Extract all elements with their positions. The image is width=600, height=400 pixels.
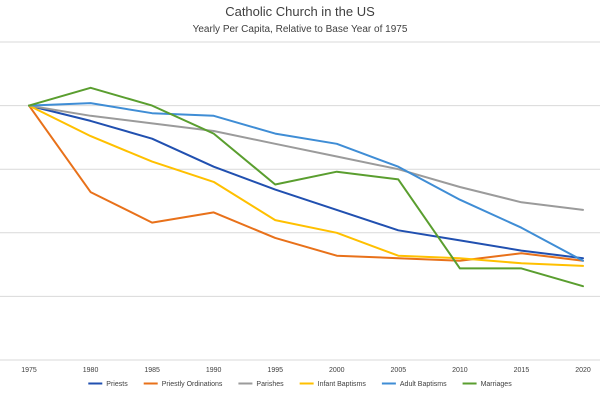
legend-label-marriages: Marriages (481, 381, 513, 388)
x-tick-label: 2015 (514, 367, 530, 374)
series-line-parishes (28, 104, 584, 211)
x-tick-label: 1980 (83, 367, 99, 374)
x-tick-label: 2005 (391, 367, 407, 374)
series-line-priestly-ordinations (28, 104, 584, 262)
legend-label-adult-baptisms: Adult Baptisms (400, 381, 447, 388)
x-tick-label: 2010 (452, 367, 468, 374)
legend-label-priestly-ordinations: Priestly Ordinations (162, 381, 223, 388)
x-tick-label: 2020 (575, 367, 591, 374)
series-line-adult-baptisms (28, 102, 584, 262)
x-tick-label: 1990 (206, 367, 222, 374)
chart-title: Catholic Church in the US (225, 4, 375, 19)
series-line-infant-baptisms (28, 104, 584, 267)
x-tick-label: 2000 (329, 367, 345, 374)
legend-label-priests: Priests (106, 381, 128, 388)
chart-subtitle: Yearly Per Capita, Relative to Base Year… (193, 24, 408, 35)
series-line-marriages (28, 86, 584, 288)
series-line-priests (28, 104, 584, 260)
gridlines (0, 41, 600, 361)
x-tick-label: 1975 (21, 367, 37, 374)
legend-label-infant-baptisms: Infant Baptisms (318, 381, 367, 388)
series-lines (28, 86, 584, 288)
x-tick-label: 1995 (267, 367, 283, 374)
legend-label-parishes: Parishes (256, 381, 284, 388)
x-tick-label: 1985 (144, 367, 160, 374)
legend: Priests Priestly Ordinations Parishes Infan… (88, 381, 512, 388)
x-axis-ticks: 1975 1980 1985 1990 1995 2000 2005 2010 2015 2020 (21, 367, 591, 374)
